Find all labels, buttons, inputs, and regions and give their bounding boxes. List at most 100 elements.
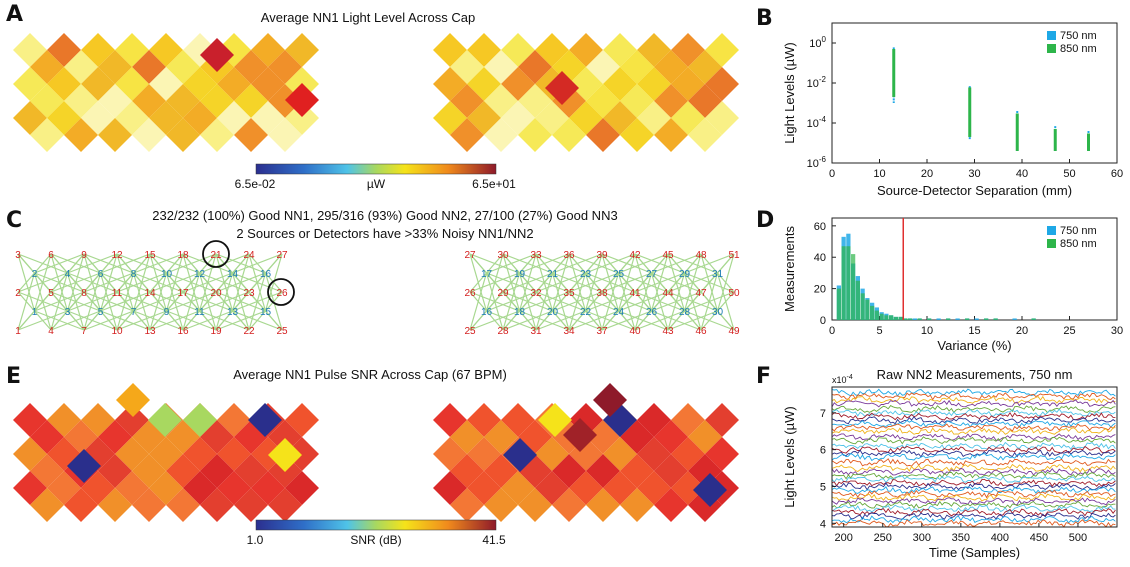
network-link [585,272,636,293]
histogram-bar [889,315,894,320]
histogram-bar [898,316,903,320]
detector-label: 22 [580,307,592,318]
network-link [232,310,250,331]
trace-line [831,508,1116,517]
network-link [585,310,636,331]
source-label: 2 [15,288,21,299]
histogram-bar [965,318,970,320]
trace-line [831,504,1116,513]
trace-line [831,463,1116,473]
source-label: 34 [563,326,575,337]
light-level-cap-map [13,33,739,152]
map-e-highlight-tile [148,403,182,437]
map-e-left-tile [30,488,64,522]
trace-line [831,419,1116,428]
histogram-bar [912,318,917,320]
network-link [519,310,570,331]
histogram-bar [908,318,913,320]
network-link [717,272,735,293]
map-a-left-tile [200,118,234,152]
detector-label: 11 [194,307,205,318]
network-link [519,253,537,274]
source-label: 30 [497,250,509,261]
histogram-bar [855,280,860,320]
source-label: 25 [464,326,476,337]
map-a-right-tile [450,118,484,152]
map-e-left-tile [166,488,200,522]
network-link [684,253,702,274]
trace-line [831,452,1116,462]
map-e-left-tile [200,488,234,522]
legend-swatch [1047,239,1056,248]
map-a-left-tile [98,118,132,152]
bad-optode-circle [267,278,295,306]
y-tick-label: 20 [814,284,826,296]
panel-label-d: D [756,208,775,233]
trace-line [831,500,1116,509]
source-label: 43 [662,326,674,337]
map-e-highlight-tile [268,438,302,472]
source-label: 4 [48,326,54,337]
map-a-left-tile [64,118,98,152]
detector-label: 26 [646,307,658,318]
network-link [684,253,735,274]
detector-label: 25 [613,269,625,280]
trace-line [831,512,1116,520]
panel-label-b: B [756,6,773,31]
network-link [717,310,735,331]
trace-line [831,475,1116,484]
y-axis-label: Light Levels (µW) [782,406,797,507]
network-link [486,310,537,331]
source-label: 32 [530,288,542,299]
source-label: 38 [596,288,608,299]
colorbar-e-max: 41.5 [482,533,506,547]
map-a-right-tile [620,118,654,152]
map-e-left-tile [234,488,268,522]
map-a-hot-tile [545,71,579,105]
trace-line [831,467,1116,476]
network-link [486,310,504,331]
network-link [232,272,283,293]
network-link [486,253,504,274]
network-link [552,310,570,331]
source-label: 26 [276,288,288,299]
network-link [67,272,118,293]
x-axis-label: Variance (%) [937,338,1011,353]
network-link [585,253,636,274]
trace-line [831,471,1116,480]
x-tick-label: 10 [921,325,933,337]
detector-label: 10 [161,269,173,280]
detector-label: 5 [98,307,104,318]
network-link [486,253,537,274]
source-label: 40 [629,326,641,337]
x-tick-label: 30 [968,168,980,180]
source-label: 37 [596,326,608,337]
source-label: 12 [111,250,123,261]
detector-label: 4 [65,269,71,280]
network-link [166,272,217,293]
histogram-bar [860,293,865,320]
histogram-bar [946,318,951,320]
source-label: 8 [81,288,87,299]
source-label: 35 [563,288,575,299]
network-link [100,253,118,274]
x-axis-label: Source-Detector Separation (mm) [877,183,1072,198]
y-axis-label: Measurements [782,226,797,312]
trace-line [831,497,1116,506]
histogram-bar [836,288,841,320]
source-label: 39 [596,250,608,261]
network-link [166,310,184,331]
x-tick-label: 400 [991,532,1009,544]
y-multiplier-label: x10-4 [832,374,853,385]
trace-line [831,445,1116,454]
histogram-bar [874,310,879,320]
source-label: 15 [144,250,156,261]
map-e-highlight-tile [183,403,217,437]
source-label: 26 [464,288,476,299]
network-link [618,253,669,274]
network-link [265,310,283,331]
x-tick-label: 50 [1063,168,1075,180]
source-label: 9 [81,250,87,261]
trace-line [831,423,1116,432]
